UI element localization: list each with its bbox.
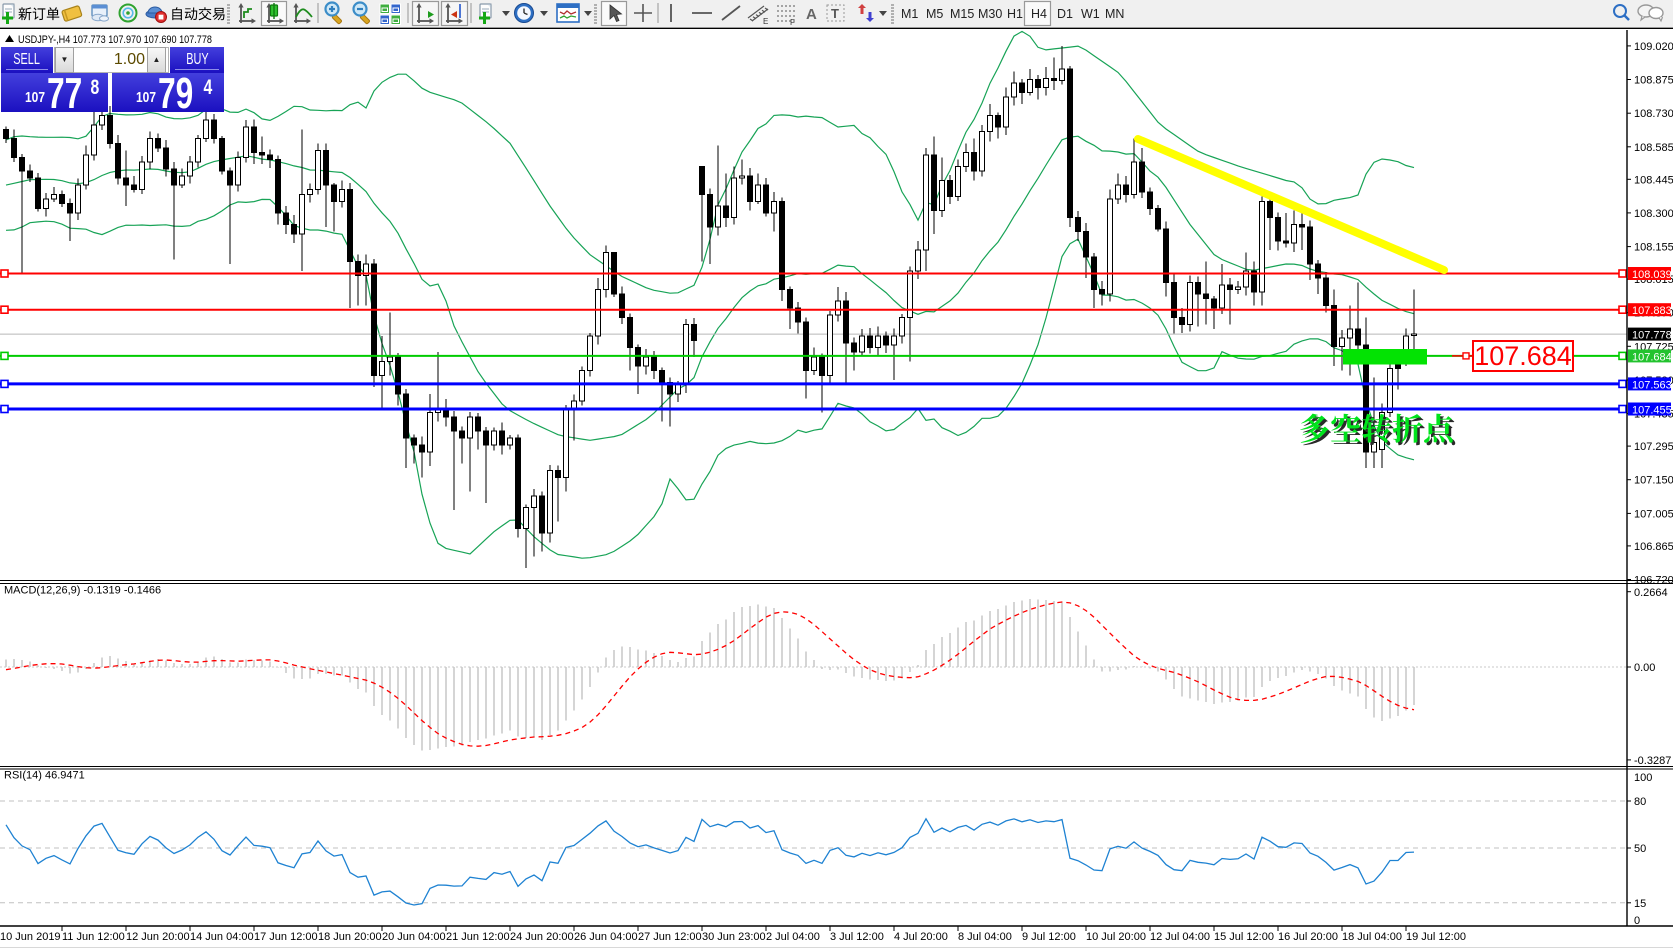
svg-text:M30: M30 [978,7,1002,21]
svg-text:T: T [831,6,839,21]
svg-text:12 Jun 20:00: 12 Jun 20:00 [126,931,190,943]
svg-text:108.875: 108.875 [1634,75,1673,87]
svg-text:106.720: 106.720 [1634,575,1673,587]
svg-text:MACD(12,26,9) -0.1319 -0.1466: MACD(12,26,9) -0.1319 -0.1466 [4,585,161,597]
svg-text:107.684: 107.684 [1474,341,1572,371]
svg-text:107.455: 107.455 [1632,405,1672,417]
svg-text:14 Jun 04:00: 14 Jun 04:00 [190,931,254,943]
svg-text:-0.3287: -0.3287 [1634,755,1671,767]
svg-text:0: 0 [1634,915,1640,927]
svg-text:M15: M15 [950,7,974,21]
svg-text:107.150: 107.150 [1634,475,1673,487]
svg-text:24 Jun 20:00: 24 Jun 20:00 [510,931,574,943]
svg-text:F: F [790,18,795,27]
svg-text:107.295: 107.295 [1634,441,1673,453]
svg-text:107.563: 107.563 [1632,379,1672,391]
svg-text:10 Jun 2019: 10 Jun 2019 [0,931,61,943]
svg-text:108.300: 108.300 [1634,208,1673,220]
svg-text:MN: MN [1105,7,1124,21]
svg-text:10 Jul 20:00: 10 Jul 20:00 [1086,931,1146,943]
svg-text:15: 15 [1634,898,1646,910]
svg-text:11 Jun 12:00: 11 Jun 12:00 [62,931,125,943]
svg-text:26 Jun 04:00: 26 Jun 04:00 [574,931,638,943]
svg-text:W1: W1 [1081,7,1100,21]
svg-text:80: 80 [1634,796,1646,808]
svg-text:106.865: 106.865 [1634,541,1673,553]
svg-text:18 Jul 04:00: 18 Jul 04:00 [1342,931,1402,943]
svg-text:2 Jul 04:00: 2 Jul 04:00 [766,931,820,943]
svg-text:108.039: 108.039 [1632,269,1672,281]
svg-text:4 Jul 20:00: 4 Jul 20:00 [894,931,948,943]
svg-text:RSI(14) 46.9471: RSI(14) 46.9471 [4,770,85,782]
svg-text:16 Jul 20:00: 16 Jul 20:00 [1278,931,1338,943]
svg-text:21 Jun 12:00: 21 Jun 12:00 [446,931,510,943]
svg-text:107.684: 107.684 [1632,351,1672,363]
svg-text:0.00: 0.00 [1634,662,1655,674]
svg-text:27 Jun 12:00: 27 Jun 12:00 [638,931,702,943]
svg-text:H1: H1 [1007,7,1023,21]
svg-text:107.778: 107.778 [1632,330,1672,342]
svg-text:18 Jun 20:00: 18 Jun 20:00 [318,931,382,943]
svg-text:30 Jun 23:00: 30 Jun 23:00 [702,931,766,943]
svg-text:15 Jul 12:00: 15 Jul 12:00 [1214,931,1274,943]
svg-text:E: E [763,17,768,26]
svg-text:100: 100 [1634,772,1652,784]
svg-text:H4: H4 [1031,7,1047,21]
svg-text:107.883: 107.883 [1632,305,1672,317]
svg-text:108.585: 108.585 [1634,142,1673,154]
svg-text:108.730: 108.730 [1634,108,1673,120]
svg-text:M1: M1 [901,7,918,21]
svg-text:A: A [806,6,817,23]
svg-text:50: 50 [1634,843,1646,855]
svg-text:0.2664: 0.2664 [1634,587,1668,599]
svg-text:D1: D1 [1057,7,1073,21]
svg-text:19 Jul 12:00: 19 Jul 12:00 [1406,931,1466,943]
svg-text:109.020: 109.020 [1634,41,1673,53]
svg-text:12 Jul 04:00: 12 Jul 04:00 [1150,931,1210,943]
svg-text:108.155: 108.155 [1634,242,1673,254]
svg-text:USDJPY-,H4 107.773 107.970 10: USDJPY-,H4 107.773 107.970 107.690 107.7… [18,34,212,46]
svg-text:20 Jun 04:00: 20 Jun 04:00 [382,931,446,943]
svg-text:17 Jun 12:00: 17 Jun 12:00 [254,931,318,943]
svg-text:107.005: 107.005 [1634,508,1673,520]
svg-text:9 Jul 12:00: 9 Jul 12:00 [1022,931,1076,943]
svg-text:8 Jul 04:00: 8 Jul 04:00 [958,931,1012,943]
svg-text:3 Jul 12:00: 3 Jul 12:00 [830,931,884,943]
svg-text:M5: M5 [926,7,943,21]
svg-text:108.445: 108.445 [1634,174,1673,186]
